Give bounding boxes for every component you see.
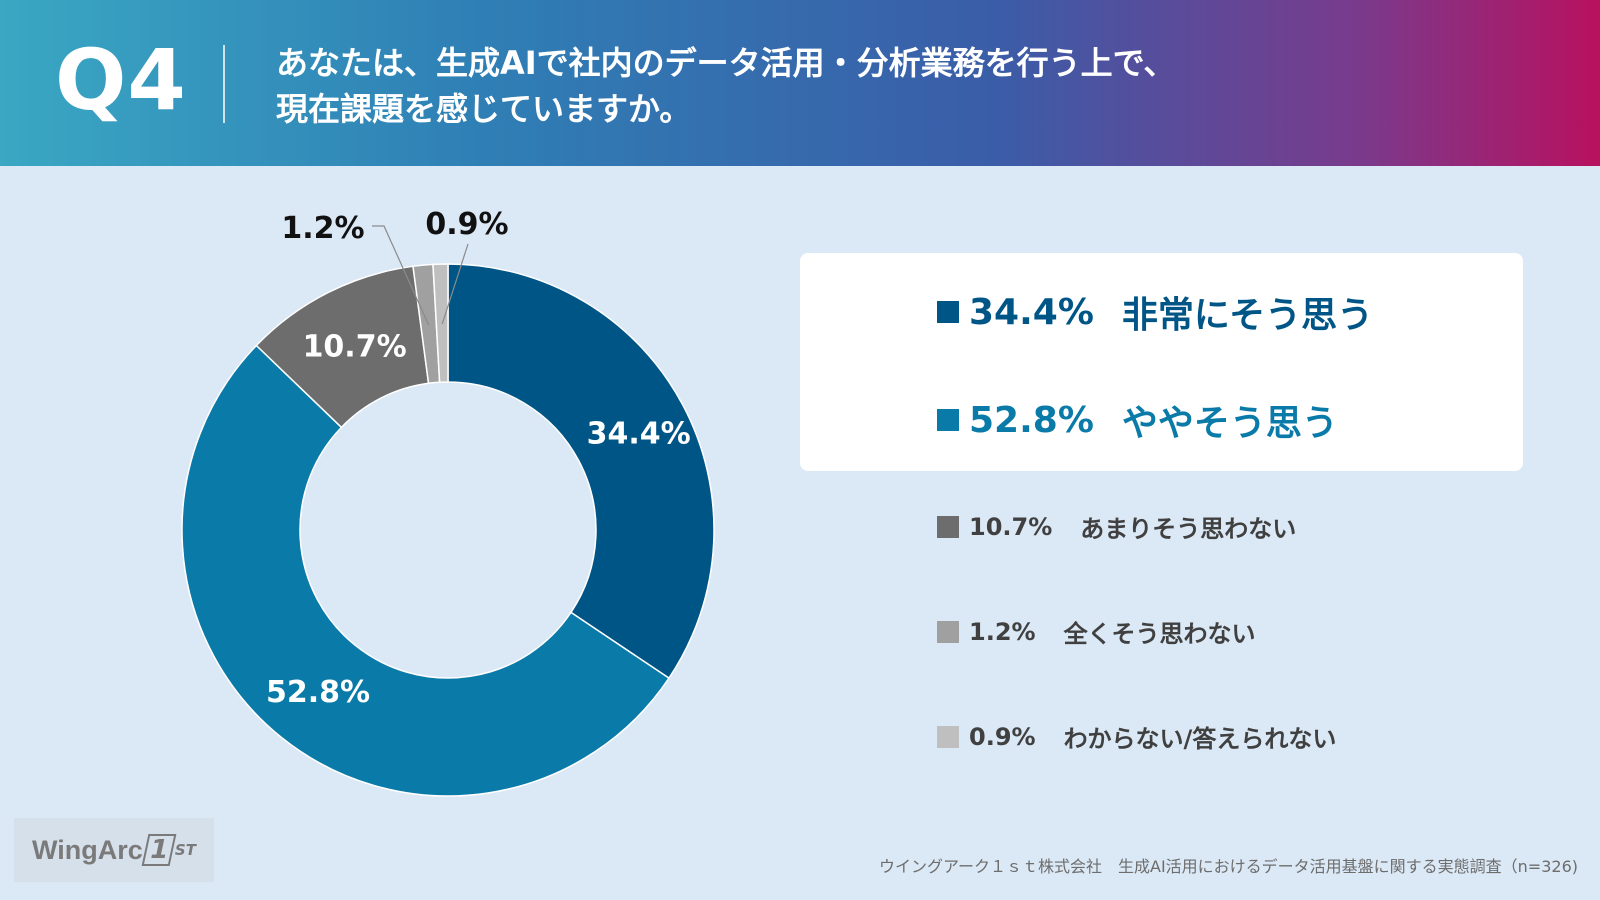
data-label-strongly-agree: 34.4% (587, 417, 691, 452)
header-banner: Q4 あなたは、生成AIで社内のデータ活用・分析業務を行う上で、 現在課題を感じ… (0, 0, 1600, 166)
slice-somewhat-agree (181, 344, 670, 797)
legend-pct: 1.2% (969, 617, 1036, 646)
legend-label: ややそう思う (1121, 403, 1338, 444)
legend-pct: 34.4% (969, 291, 1094, 333)
legend-label: 全くそう思わない (1063, 620, 1256, 648)
data-label-somewhat-disagree: 10.7% (303, 329, 407, 364)
legend-pct: 10.7% (969, 512, 1053, 541)
slice-dont-know (432, 263, 449, 384)
legend-highlight-box (800, 253, 1523, 471)
question-number: Q4 (55, 31, 187, 129)
question-line-2: 現在課題を感じていますか。 (276, 90, 692, 128)
question-text: あなたは、生成AIで社内のデータ活用・分析業務を行う上で、 現在課題を感じていま… (276, 40, 1175, 132)
legend-swatch (937, 409, 959, 431)
legend-label: 非常にそう思う (1121, 295, 1374, 336)
data-label-somewhat-agree: 52.8% (266, 675, 370, 710)
legend-swatch (937, 620, 959, 643)
legend-pct: 52.8% (969, 399, 1094, 441)
company-logo: WingArc 1 ST (14, 818, 214, 882)
data-label-strongly-disagree: 1.2% (281, 211, 364, 246)
logo-text: WingArc (32, 834, 143, 865)
legend-item-dont-know: 0.9% わからない/答えられない (937, 719, 1336, 754)
source-note: ウイングアーク１ｓｔ株式会社 生成AI活用におけるデータ活用基盤に関する実態調査… (878, 857, 1578, 876)
legend-swatch (937, 515, 959, 538)
donut-chart: 34.4% 52.8% 10.7% 1.2% 0.9% (181, 207, 715, 797)
legend-pct: 0.9% (969, 722, 1036, 751)
leader-line (441, 243, 469, 325)
logo-mark: 1 (141, 834, 177, 866)
header-divider (223, 45, 225, 123)
legend-label: あまりそう思わない (1080, 515, 1297, 543)
logo-suffix: ST (174, 841, 196, 859)
legend-item-somewhat-agree: 52.8% ややそう思う (937, 394, 1338, 446)
slice-strongly-agree (447, 263, 715, 680)
data-label-dont-know: 0.9% (425, 207, 508, 242)
legend-label: わからない/答えられない (1063, 725, 1337, 753)
legend-swatch (937, 725, 959, 748)
leader-line (372, 225, 430, 326)
question-line-1: あなたは、生成AIで社内のデータ活用・分析業務を行う上で、 (276, 44, 1176, 82)
legend-item-somewhat-disagree: 10.7% あまりそう思わない (937, 509, 1296, 544)
legend-swatch (937, 301, 959, 323)
legend-item-strongly-agree: 34.4% 非常にそう思う (937, 286, 1373, 338)
legend-item-strongly-disagree: 1.2% 全くそう思わない (937, 614, 1256, 649)
